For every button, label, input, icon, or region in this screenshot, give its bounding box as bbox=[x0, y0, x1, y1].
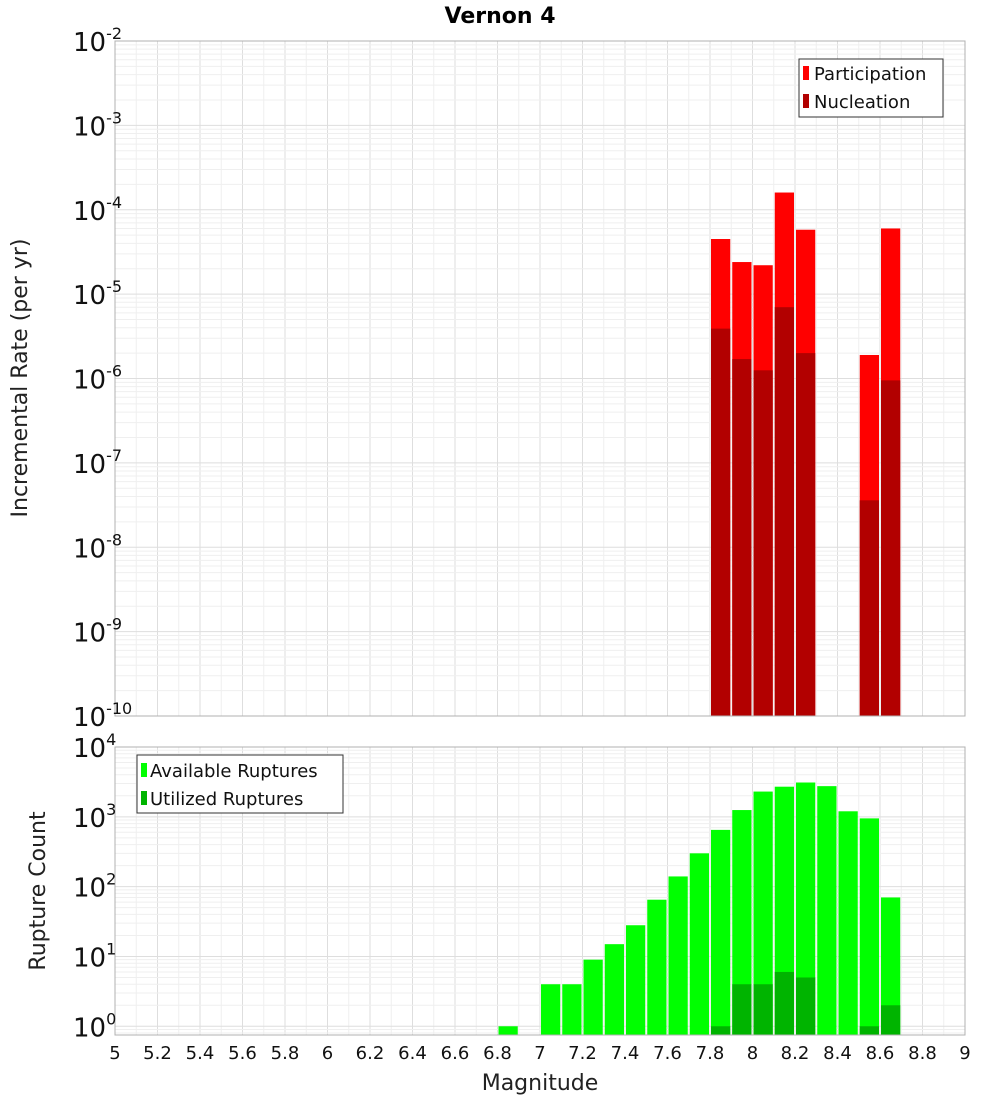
x-tick-label: 6.6 bbox=[441, 1043, 470, 1064]
x-tick-label: 7 bbox=[534, 1043, 545, 1064]
x-tick-label: 8.4 bbox=[823, 1043, 852, 1064]
bar-utilized-ruptures bbox=[796, 977, 816, 1035]
bar-available-ruptures bbox=[583, 959, 603, 1035]
bar-utilized-ruptures bbox=[774, 971, 794, 1035]
x-tick-label: 5.4 bbox=[186, 1043, 215, 1064]
x-axis-label: Magnitude bbox=[482, 1071, 599, 1096]
top-y-ticks: 10-10 10-9 10-8 10-7 10-6 10-5 10-4 10-3 10-2 bbox=[73, 24, 132, 733]
y-tick-label: 102 bbox=[73, 870, 116, 904]
bar-available-ruptures bbox=[647, 899, 667, 1035]
bar-nucleation bbox=[774, 307, 794, 716]
x-tick-label: 5.2 bbox=[143, 1043, 172, 1064]
y-tick-label: 10-8 bbox=[73, 530, 122, 564]
y-tick-label: 101 bbox=[73, 939, 116, 973]
x-tick-label: 8.6 bbox=[866, 1043, 895, 1064]
x-tick-label: 7.8 bbox=[696, 1043, 725, 1064]
y-tick-label: 10-10 bbox=[73, 699, 132, 733]
x-tick-label: 9 bbox=[959, 1043, 970, 1064]
bar-nucleation bbox=[796, 353, 816, 716]
y-tick-label: 10-9 bbox=[73, 615, 122, 649]
nucleation-swatch bbox=[803, 94, 809, 108]
x-tick-label: 8 bbox=[747, 1043, 758, 1064]
bar-utilized-ruptures bbox=[711, 1026, 731, 1035]
bar-available-ruptures bbox=[689, 853, 709, 1035]
y-tick-label: 103 bbox=[73, 800, 116, 834]
bar-available-ruptures bbox=[732, 810, 752, 1035]
bar-available-ruptures bbox=[604, 944, 624, 1035]
y-tick-label: 10-6 bbox=[73, 362, 122, 396]
bar-available-ruptures bbox=[838, 811, 858, 1035]
bottom-plot-frame bbox=[114, 746, 966, 1036]
x-tick-label: 7.2 bbox=[568, 1043, 597, 1064]
bar-available-ruptures bbox=[668, 876, 688, 1035]
top-y-axis-label: Incremental Rate (per yr) bbox=[8, 239, 33, 518]
bar-nucleation bbox=[881, 380, 901, 716]
x-tick-label: 6.8 bbox=[483, 1043, 512, 1064]
y-tick-label: 10-3 bbox=[73, 108, 122, 142]
rupture-count-panel: 100 101 102 103 104 5 5.2 5.4 5.6 5.8 6 6.2 6.4 6.6 6… bbox=[26, 730, 971, 1096]
y-tick-label: 10-5 bbox=[73, 277, 122, 311]
top-grid bbox=[114, 40, 966, 717]
x-tick-label: 8.2 bbox=[781, 1043, 810, 1064]
bar-available-ruptures bbox=[753, 791, 773, 1035]
top-bars bbox=[711, 192, 901, 717]
participation-legend-label: Participation bbox=[814, 64, 926, 85]
bar-available-ruptures bbox=[626, 925, 646, 1035]
y-tick-label: 100 bbox=[73, 1009, 116, 1043]
x-tick-label: 6 bbox=[322, 1043, 333, 1064]
bar-available-ruptures bbox=[541, 984, 561, 1035]
bottom-y-ticks: 100 101 102 103 104 bbox=[73, 730, 116, 1043]
x-tick-label: 7.6 bbox=[653, 1043, 682, 1064]
available-legend-label: Available Ruptures bbox=[150, 761, 318, 782]
x-tick-label: 5.8 bbox=[271, 1043, 300, 1064]
top-legend: Participation Nucleation bbox=[798, 58, 944, 118]
x-tick-label: 6.4 bbox=[398, 1043, 427, 1064]
bar-available-ruptures bbox=[562, 984, 582, 1035]
bar-available-ruptures bbox=[817, 786, 837, 1035]
bottom-y-axis-label: Rupture Count bbox=[26, 811, 51, 971]
x-tick-label: 5 bbox=[109, 1043, 120, 1064]
bar-available-ruptures bbox=[881, 897, 901, 1035]
nucleation-legend-label: Nucleation bbox=[814, 92, 910, 113]
bar-available-ruptures bbox=[859, 818, 879, 1035]
bar-nucleation bbox=[753, 370, 773, 716]
y-tick-label: 104 bbox=[73, 730, 116, 764]
x-tick-label: 5.6 bbox=[228, 1043, 257, 1064]
bar-available-ruptures bbox=[711, 829, 731, 1035]
utilized-legend-label: Utilized Ruptures bbox=[150, 789, 303, 810]
bottom-legend-box bbox=[136, 754, 344, 814]
y-tick-label: 10-7 bbox=[73, 446, 122, 480]
y-tick-label: 10-4 bbox=[73, 193, 122, 227]
x-tick-label: 8.8 bbox=[908, 1043, 937, 1064]
bottom-legend: Available Ruptures Utilized Ruptures bbox=[136, 754, 344, 814]
x-tick-label: 7.4 bbox=[611, 1043, 640, 1064]
incremental-rate-panel: 10-10 10-9 10-8 10-7 10-6 10-5 10-4 10-3 10-2 In… bbox=[8, 24, 966, 733]
bar-available-ruptures bbox=[796, 782, 816, 1035]
participation-swatch bbox=[803, 66, 809, 80]
bar-utilized-ruptures bbox=[732, 984, 752, 1035]
bar-utilized-ruptures bbox=[881, 1005, 901, 1035]
bar-utilized-ruptures bbox=[753, 984, 773, 1035]
bottom-bars bbox=[498, 782, 901, 1035]
bar-nucleation bbox=[732, 359, 752, 716]
x-tick-label: 6.2 bbox=[356, 1043, 385, 1064]
utilized-swatch bbox=[141, 791, 147, 805]
y-tick-label: 10-2 bbox=[73, 24, 122, 58]
bar-available-ruptures bbox=[498, 1026, 518, 1035]
bar-utilized-ruptures bbox=[859, 1026, 879, 1035]
x-ticks: 5 5.2 5.4 5.6 5.8 6 6.2 6.4 6.6 6.8 7 7.2 7.4 7.6 7.8 8… bbox=[109, 1043, 970, 1064]
chart-title: Vernon 4 bbox=[445, 4, 556, 29]
top-plot-frame bbox=[114, 40, 966, 717]
bar-nucleation bbox=[859, 500, 879, 716]
bar-nucleation bbox=[711, 328, 731, 716]
top-legend-box bbox=[798, 58, 944, 118]
available-swatch bbox=[141, 763, 147, 777]
